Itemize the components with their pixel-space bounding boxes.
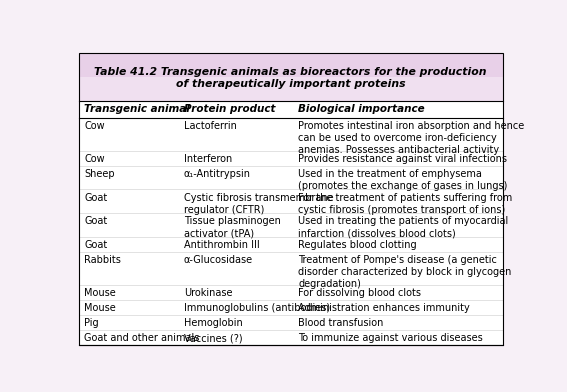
Text: To immunize against various diseases: To immunize against various diseases [298,333,483,343]
Text: Urokinase: Urokinase [184,288,232,298]
Text: Pig: Pig [84,318,99,328]
Text: For dissolving blood clots: For dissolving blood clots [298,288,421,298]
Text: Used in the treatment of emphysema
(promotes the exchange of gases in lungs): Used in the treatment of emphysema (prom… [298,169,507,191]
Text: Biological importance: Biological importance [298,104,425,114]
Text: Blood transfusion: Blood transfusion [298,318,383,328]
Text: Transgenic animal: Transgenic animal [84,104,190,114]
Text: Table 41.2 Transgenic animals as bioreactors for the production: Table 41.2 Transgenic animals as bioreac… [94,67,487,77]
Text: Cow: Cow [84,154,105,164]
Text: Provides resistance against viral infections: Provides resistance against viral infect… [298,154,507,164]
Text: Regulates blood clotting: Regulates blood clotting [298,240,417,250]
Text: α₁-Antitrypsin: α₁-Antitrypsin [184,169,251,179]
Text: Immunoglobulins (antibodies): Immunoglobulins (antibodies) [184,303,330,313]
Text: Antithrombin III: Antithrombin III [184,240,260,250]
Text: Cow: Cow [84,121,105,131]
Text: For the treatment of patients suffering from
cystic fibrosis (promotes transport: For the treatment of patients suffering … [298,192,513,214]
Text: Used in treating the patients of myocardial
infarction (dissolves blood clots): Used in treating the patients of myocard… [298,216,509,238]
Text: Tissue plasminogen
activator (tPA): Tissue plasminogen activator (tPA) [184,216,281,238]
Text: Rabbits: Rabbits [84,255,121,265]
Text: Goat: Goat [84,216,107,227]
Text: Hemoglobin: Hemoglobin [184,318,243,328]
Text: of therapeutically important proteins: of therapeutically important proteins [176,79,405,89]
Text: Administration enhances immunity: Administration enhances immunity [298,303,470,313]
Text: Goat: Goat [84,240,107,250]
Text: Lactoferrin: Lactoferrin [184,121,236,131]
Text: Promotes intestinal iron absorption and hence
can be used to overcome iron-defic: Promotes intestinal iron absorption and … [298,121,524,155]
Bar [79,77,502,101]
Text: α-Glucosidase: α-Glucosidase [184,255,253,265]
Text: Vaccines (?): Vaccines (?) [184,333,242,343]
Bar [79,53,502,77]
Text: Interferon: Interferon [184,154,232,164]
Text: Sheep: Sheep [84,169,115,179]
Text: Cystic fibrosis transmembrane
regulator (CFTR): Cystic fibrosis transmembrane regulator … [184,192,333,214]
Bar [79,101,502,345]
Text: Mouse: Mouse [84,288,116,298]
Text: Protein product: Protein product [184,104,275,114]
Text: Mouse: Mouse [84,303,116,313]
Text: Goat and other animals: Goat and other animals [84,333,200,343]
Text: Treatment of Pompe's disease (a genetic
disorder characterized by block in glyco: Treatment of Pompe's disease (a genetic … [298,255,511,289]
Text: Goat: Goat [84,192,107,203]
